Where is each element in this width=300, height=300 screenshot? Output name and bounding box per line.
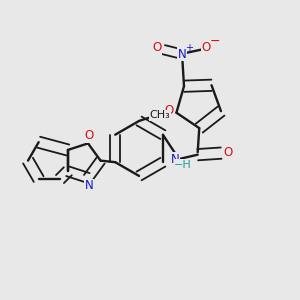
Text: +: + — [185, 43, 193, 53]
Text: O: O — [164, 104, 173, 117]
Text: −: − — [210, 35, 220, 48]
Text: O: O — [84, 129, 94, 142]
Text: N: N — [85, 179, 93, 192]
Text: O: O — [201, 41, 211, 54]
Text: CH₃: CH₃ — [150, 110, 170, 120]
Text: −H: −H — [174, 160, 192, 170]
Text: N: N — [178, 47, 187, 61]
Text: O: O — [224, 146, 232, 159]
Text: O: O — [152, 41, 161, 54]
Text: N: N — [171, 153, 180, 166]
